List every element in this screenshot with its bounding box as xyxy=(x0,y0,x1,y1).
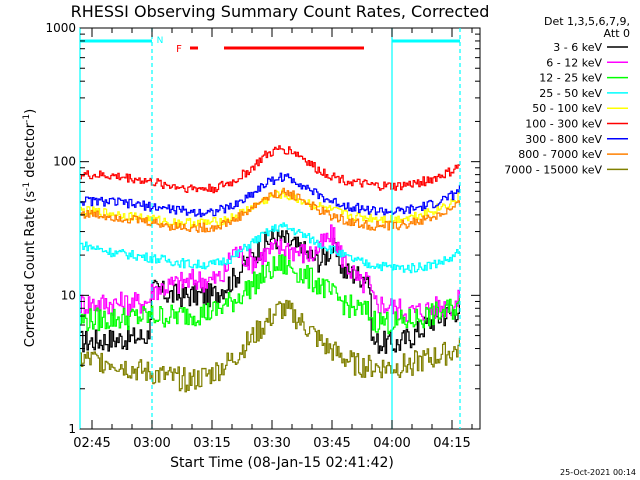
x-axis-label: Start Time (08-Jan-15 02:41:42) xyxy=(170,455,394,471)
marker-layer: NF xyxy=(79,28,461,429)
legend-header: Att 0 xyxy=(604,27,630,40)
legend-header: Det 1,3,5,6,7,9, xyxy=(544,15,630,28)
y-axis-label-suffix: ) xyxy=(23,109,38,114)
footer-timestamp: 25-Oct-2021 00:14 xyxy=(560,468,636,477)
legend-entry: 25 - 50 keV xyxy=(539,87,602,100)
series-line xyxy=(80,222,460,274)
chart-title: RHESSI Observing Summary Count Rates, Co… xyxy=(71,2,490,21)
series-line xyxy=(80,224,460,322)
plot-frame xyxy=(79,27,481,430)
legend-entry: 3 - 6 keV xyxy=(553,41,602,54)
series-line xyxy=(80,228,460,354)
series-line xyxy=(80,187,460,233)
y-tick-label: 100 xyxy=(53,155,76,169)
night-label: N xyxy=(157,36,164,46)
y-tick-label: 1 xyxy=(68,422,76,436)
y-axis-label-sup1: -1 xyxy=(22,182,32,191)
x-tick-label: 03:15 xyxy=(193,436,230,451)
series-line xyxy=(80,145,460,194)
y-tick-label: 10 xyxy=(61,288,76,302)
series-line xyxy=(80,299,460,393)
flare-label: F xyxy=(176,44,182,55)
plot-area xyxy=(79,27,481,430)
x-tick-label: 04:00 xyxy=(373,436,410,451)
series-line xyxy=(80,254,460,335)
y-axis-label-prefix: Corrected Count Rate (s xyxy=(23,191,38,348)
x-tick-label: 03:30 xyxy=(253,436,290,451)
series-layer xyxy=(80,145,460,393)
x-tick-label: 02:45 xyxy=(73,436,110,451)
y-axis-label: Corrected Count Rate (s-1 detector-1) xyxy=(22,109,38,347)
legend-entry: 300 - 800 keV xyxy=(525,133,602,146)
legend-entry: 7000 - 15000 keV xyxy=(504,163,602,176)
x-tick-label: 03:45 xyxy=(313,436,350,451)
legend-entry: 6 - 12 keV xyxy=(546,56,602,69)
y-tick-label: 1000 xyxy=(45,21,76,35)
axis-layer: 1 10 100 1000 02:45 03:00 03:15 03:30 03:45 04:00… xyxy=(45,21,480,451)
legend: Det 1,3,5,6,7,9,Att 03 - 6 keV 6 - 12 keV… xyxy=(504,15,630,176)
series-line xyxy=(80,172,460,218)
x-tick-label: 03:00 xyxy=(133,436,170,451)
y-axis-label-sup2: -1 xyxy=(22,114,32,123)
legend-entry: 12 - 25 keV xyxy=(539,72,602,85)
x-tick-label: 04:15 xyxy=(433,436,470,451)
y-axis-label-mid: detector xyxy=(23,122,38,182)
legend-entry: 50 - 100 keV xyxy=(532,102,602,115)
legend-entry: 100 - 300 keV xyxy=(525,118,602,131)
legend-entry: 800 - 7000 keV xyxy=(518,148,602,161)
